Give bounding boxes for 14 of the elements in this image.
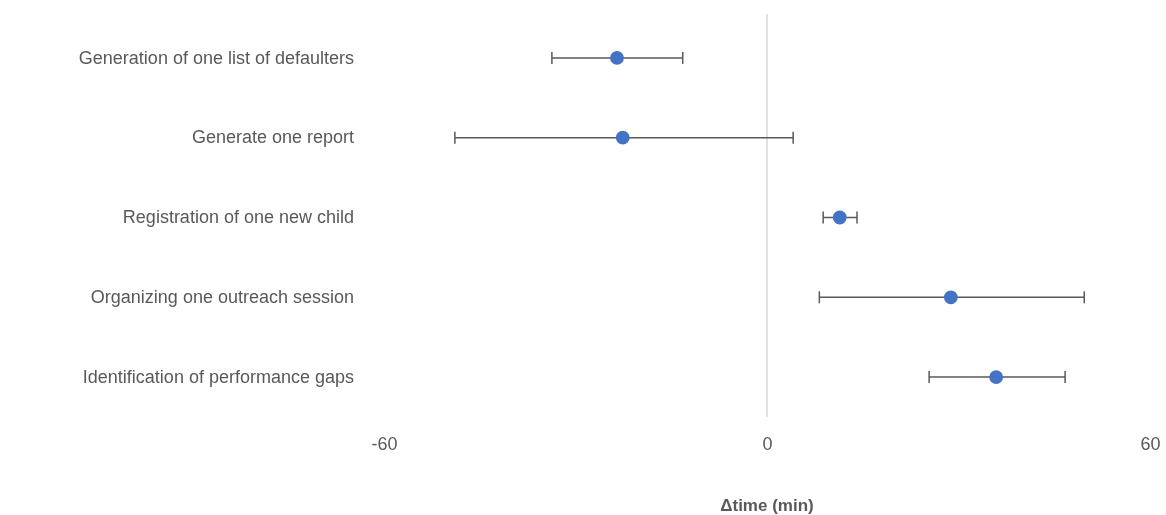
y-tick-label: Generation of one list of defaulters: [78, 47, 354, 68]
point: [989, 370, 1004, 384]
x-tick-label: 0: [762, 433, 773, 454]
point: [610, 51, 624, 65]
y-tick-label: Generate one report: [191, 127, 354, 148]
x-axis-title: Δtime (min): [720, 496, 814, 515]
x-tick-label: -60: [371, 433, 398, 454]
point: [832, 210, 847, 225]
y-tick-label: Registration of one new child: [122, 207, 354, 228]
y-tick-label: Identification of performance gaps: [82, 366, 354, 387]
point: [615, 130, 630, 145]
x-tick-label: 60: [1140, 433, 1161, 454]
y-tick-label: Organizing one outreach session: [90, 287, 354, 308]
point: [943, 290, 958, 305]
